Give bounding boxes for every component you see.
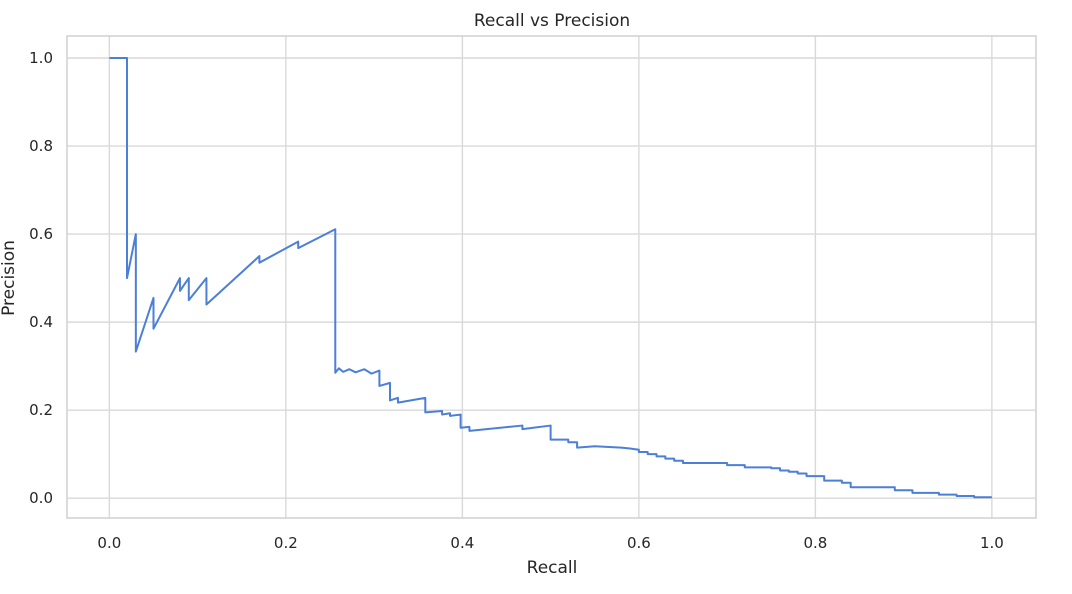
plot-frame bbox=[66, 35, 1037, 519]
x-tick-label: 0.6 bbox=[627, 534, 651, 552]
y-tick-label: 0.4 bbox=[29, 313, 53, 331]
y-tick-label: 0.6 bbox=[29, 225, 53, 243]
x-axis-label: Recall bbox=[527, 558, 578, 578]
x-tick-label: 0.2 bbox=[274, 534, 298, 552]
y-tick-label: 1.0 bbox=[29, 49, 53, 67]
y-axis-label: Precision bbox=[0, 240, 19, 316]
chart-title: Recall vs Precision bbox=[474, 11, 630, 31]
y-tick-label: 0.8 bbox=[29, 137, 53, 155]
y-axis: 0.0 0.2 0.4 0.6 0.8 1.0 bbox=[29, 49, 53, 507]
x-axis: 0.0 0.2 0.4 0.6 0.8 1.0 bbox=[97, 534, 1003, 552]
x-tick-label: 0.0 bbox=[97, 534, 121, 552]
grid bbox=[67, 36, 1036, 518]
series-layer bbox=[109, 57, 992, 499]
y-tick-label: 0.2 bbox=[29, 401, 53, 419]
x-tick-label: 0.4 bbox=[450, 534, 474, 552]
x-tick-label: 1.0 bbox=[980, 534, 1004, 552]
y-tick-label: 0.0 bbox=[29, 489, 53, 507]
precision-recall-line bbox=[109, 57, 992, 499]
x-tick-label: 0.8 bbox=[803, 534, 827, 552]
